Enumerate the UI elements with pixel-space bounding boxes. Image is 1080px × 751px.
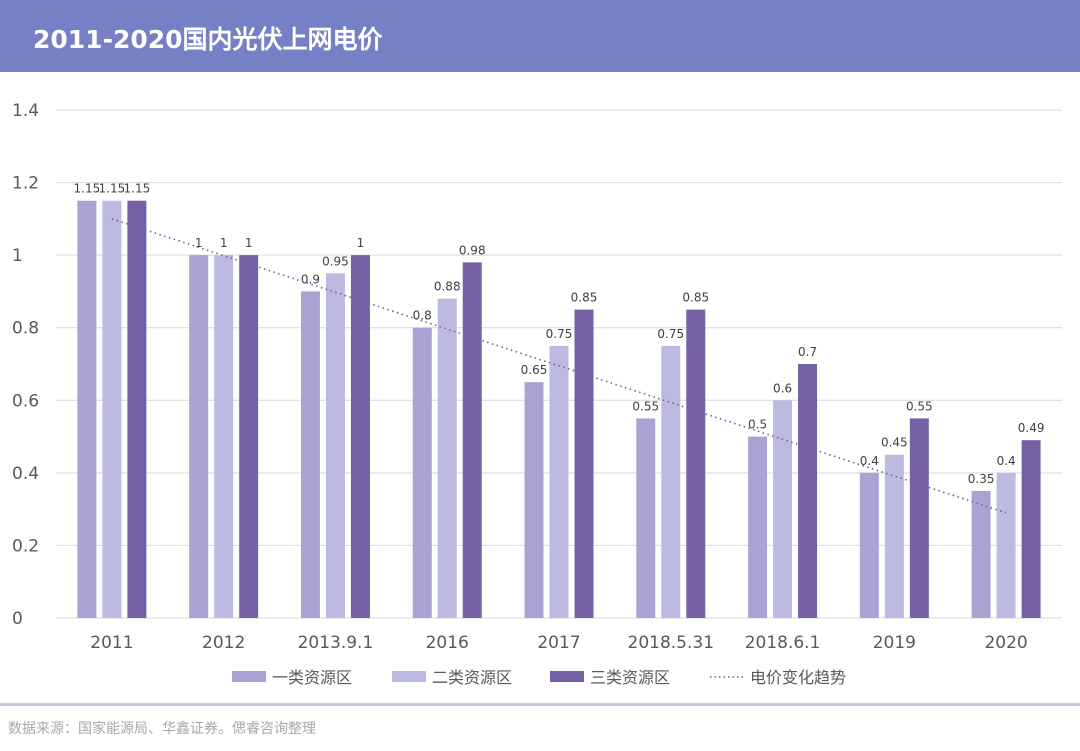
data-label: 1.15 [124,182,151,196]
data-label: 0.7 [798,345,817,359]
bar [971,491,991,618]
x-tick-label: 2018.6.1 [745,633,821,653]
bar [748,436,768,618]
bar [214,255,234,618]
legend-swatch [232,671,266,682]
bar [686,309,706,618]
data-label: 0.55 [632,399,659,413]
legend-swatch [550,671,584,682]
data-label: 1.15 [74,182,101,196]
bar [661,345,681,618]
data-label: 0.75 [546,327,573,341]
data-label: 0.55 [906,399,933,413]
legend-label: 二类资源区 [432,668,512,687]
data-label: 0.5 [748,418,767,432]
data-label: 0.4 [860,454,879,468]
bar [462,262,482,618]
y-tick-label: 0.8 [12,319,39,339]
data-label: 0.49 [1018,421,1045,435]
data-label: 0.95 [322,254,349,268]
data-label: 1 [220,236,228,250]
bar [996,472,1016,618]
data-label: 0.98 [459,243,486,257]
bar [884,454,904,618]
data-label: 0.88 [434,280,461,294]
footer-divider [0,703,1080,706]
data-label: 0.75 [657,327,684,341]
x-tick-label: 2020 [984,633,1027,653]
y-tick-label: 0.6 [12,391,39,411]
x-tick-label: 2017 [537,633,580,653]
legend-label: 三类资源区 [590,668,670,687]
y-tick-label: 0 [12,609,23,629]
bar [102,200,122,618]
bar [189,255,209,618]
legend-label: 一类资源区 [272,668,352,687]
data-label: 0.85 [571,291,598,305]
bar [300,291,320,618]
bar [239,255,259,618]
header-bar: 2011-2020国内光伏上网电价 [0,0,1080,72]
bar [77,200,97,618]
bar [1021,440,1041,618]
data-label: 0.8 [413,309,432,323]
x-tick-label: 2019 [873,633,916,653]
data-label: 0.45 [881,436,908,450]
bar [325,273,345,618]
data-label: 1.15 [99,182,126,196]
bar [909,418,929,618]
legend-label: 电价变化趋势 [750,668,846,687]
bar [350,255,370,618]
bar [549,345,569,618]
bar [773,400,793,618]
source-note: 数据来源：国家能源局、华鑫证券。偲睿咨询整理 [8,721,316,737]
data-label: 0.65 [521,363,548,377]
bar [437,298,457,618]
y-tick-label: 1 [12,246,23,266]
y-tick-label: 0.4 [12,464,39,484]
data-label: 1 [357,236,365,250]
page-title: 2011-2020国内光伏上网电价 [33,25,383,54]
x-tick-label: 2013.9.1 [298,633,374,653]
data-label: 0.6 [773,381,792,395]
data-label: 1 [245,236,253,250]
bar [412,327,432,618]
y-tick-label: 0.2 [12,536,39,556]
bar [127,200,147,618]
bar [636,418,656,618]
bar [524,382,544,618]
bar [574,309,594,618]
x-tick-label: 2016 [426,633,469,653]
bar [798,364,818,618]
trend-line [111,218,1007,514]
x-tick-label: 2011 [90,633,133,653]
y-tick-label: 1.4 [12,101,39,121]
data-label: 0.9 [301,272,320,286]
x-tick-label: 2018.5.31 [628,633,715,653]
bar [859,472,879,618]
data-label: 0.35 [968,472,995,486]
data-label: 0.4 [997,454,1016,468]
x-tick-label: 2012 [202,633,245,653]
data-label: 1 [195,236,203,250]
data-label: 0.85 [682,291,709,305]
legend-swatch [392,671,426,682]
y-tick-label: 1.2 [12,174,39,194]
